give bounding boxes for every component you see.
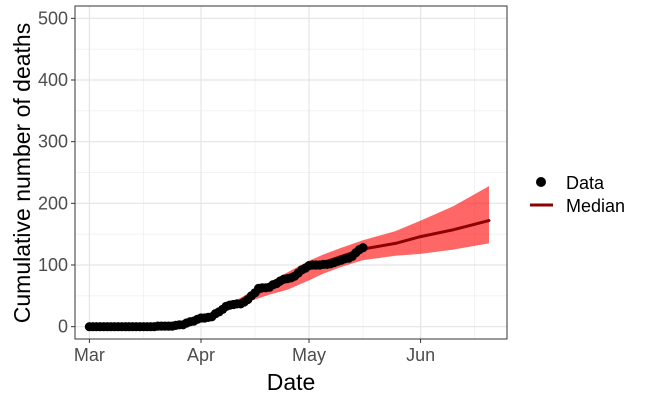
y-tick-label: 300	[38, 132, 68, 152]
plot-panel-border	[74, 5, 508, 340]
x-tick-label: May	[292, 345, 326, 365]
y-tick-label: 0	[58, 317, 68, 337]
legend: Data Median	[530, 173, 625, 216]
x-tick-label: Apr	[187, 345, 215, 365]
y-tick-label: 500	[38, 8, 68, 28]
x-axis-title: Date	[267, 369, 316, 395]
x-tick-label: Jun	[406, 345, 435, 365]
y-tick-label: 100	[38, 255, 68, 275]
data-point	[358, 243, 368, 253]
x-tick-label: Mar	[74, 345, 105, 365]
legend-median-label: Median	[566, 196, 625, 216]
x-axis-ticks: Mar Apr May Jun	[74, 339, 435, 365]
legend-data-label: Data	[566, 173, 605, 193]
major-grid	[75, 6, 507, 339]
minor-grid	[75, 6, 507, 339]
y-tick-label: 200	[38, 193, 68, 213]
points-layer	[84, 243, 368, 332]
y-axis-ticks: 0 100 200 300 400 500	[38, 8, 75, 337]
y-axis-title: Cumulative number of deaths	[9, 23, 35, 323]
y-tick-label: 400	[38, 70, 68, 90]
legend-data-key	[536, 177, 546, 187]
